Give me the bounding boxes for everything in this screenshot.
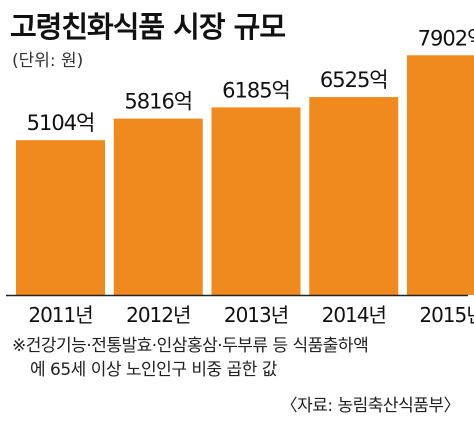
- bar-2015년: [407, 55, 474, 295]
- bar-2011년: [16, 140, 105, 295]
- value-label: 6185억: [222, 78, 290, 102]
- bar-chart: 5104억 2011년 5816억 2012년 6185억 2013년 6525억 2014년…: [6, 26, 474, 327]
- value-label: 5104억: [27, 111, 95, 135]
- bar-2014년: [309, 97, 399, 295]
- unit-label: (단위: 원): [12, 51, 84, 71]
- value-label: 6525억: [320, 68, 388, 92]
- footnote-line-1: ※건강기능·전통발효·인삼홍삼·두부류 등 식품출하액: [12, 336, 369, 356]
- category-label: 2015년: [419, 303, 474, 327]
- value-label: 7902억: [418, 26, 474, 50]
- bar-2013년: [211, 107, 301, 295]
- category-label: 2011년: [28, 303, 92, 327]
- category-label: 2012년: [126, 303, 190, 327]
- value-label: 5816억: [124, 90, 192, 114]
- category-label: 2013년: [224, 303, 288, 327]
- footnote-line-2: 에 65세 이상 노인인구 비중 곱한 값: [30, 360, 277, 380]
- chart-title: 고령친화식품 시장 규모: [10, 10, 286, 44]
- source-credit: 〈자료: 농림축산식품부〉: [280, 396, 461, 416]
- footnote: ※건강기능·전통발효·인삼홍삼·두부류 등 식품출하액 에 65세 이상 노인인…: [12, 334, 464, 382]
- bar-2012년: [113, 118, 203, 296]
- category-label: 2014년: [322, 303, 386, 327]
